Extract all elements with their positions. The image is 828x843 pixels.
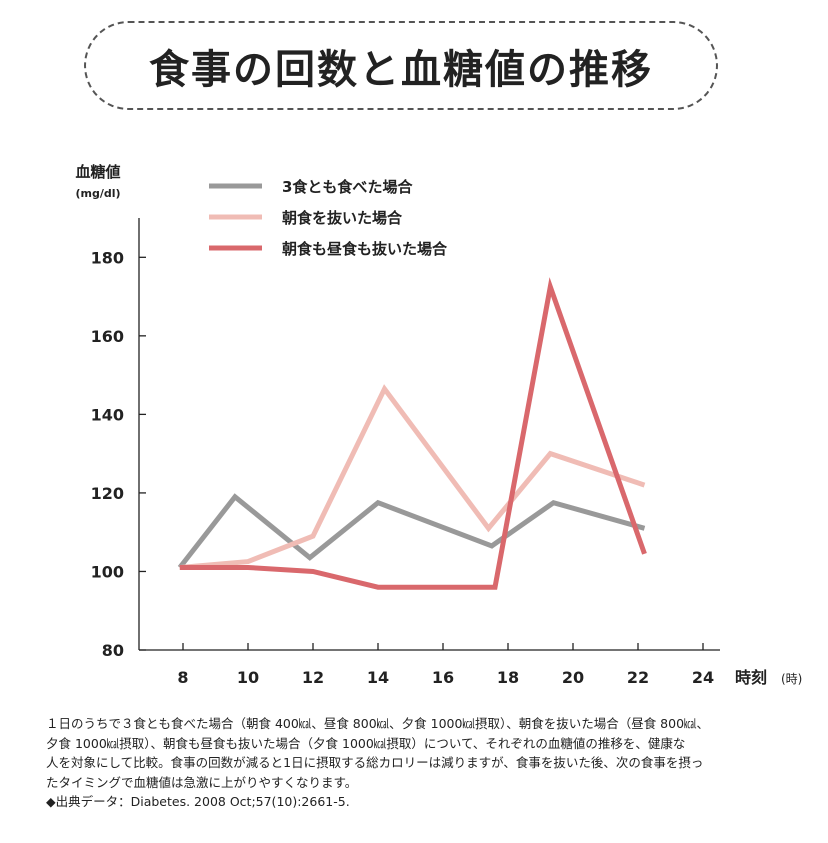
y-tick-label: 120 bbox=[91, 484, 124, 503]
caption-line: 人を対象にして比較。食事の回数が減ると1日に摂取する総カロリーは減りますが、食事… bbox=[46, 755, 704, 770]
x-axis-label: 時刻 bbox=[735, 668, 767, 687]
series-line bbox=[177, 493, 646, 570]
caption-line: たタイミングで血糖値は急激に上がりやすくなります。 bbox=[46, 774, 358, 790]
caption: １日のうちで３食とも食べた場合（朝食 400㎉、昼食 800㎉、夕食 1000㎉… bbox=[46, 714, 806, 812]
title-box: 食事の回数と血糖値の推移 bbox=[84, 21, 718, 110]
legend-label: 朝食を抜いた場合 bbox=[282, 209, 403, 227]
series-line bbox=[179, 277, 647, 590]
caption-line: 夕食 1000㎉摂取）、朝食も昼食も抜いた場合（夕食 1000㎉摂取）について、… bbox=[46, 735, 686, 751]
y-tick-label: 100 bbox=[91, 562, 124, 581]
chart-title: 食事の回数と血糖値の推移 bbox=[149, 45, 653, 93]
x-tick-label: 14 bbox=[367, 668, 389, 687]
x-tick-label: 20 bbox=[562, 668, 584, 687]
caption-source: ◆出典データ：Diabetes. 2008 Oct;57(10):2661-5. bbox=[46, 794, 350, 809]
x-tick-label: 24 bbox=[692, 668, 714, 687]
caption-line: １日のうちで３食とも食べた場合（朝食 400㎉、昼食 800㎉、夕食 1000㎉… bbox=[46, 716, 710, 731]
y-tick-label: 180 bbox=[91, 248, 124, 267]
y-axis-label: 血糖値 bbox=[75, 163, 120, 181]
y-axis-unit: (mg/dl) bbox=[75, 187, 120, 200]
legend-label: 朝食も昼食も抜いた場合 bbox=[282, 240, 448, 258]
y-tick-label: 160 bbox=[91, 327, 124, 346]
x-tick-label: 16 bbox=[432, 668, 454, 687]
x-tick-label: 8 bbox=[177, 668, 188, 687]
legend-label: 3食とも食べた場合 bbox=[282, 178, 413, 196]
x-tick-label: 10 bbox=[237, 668, 259, 687]
line-chart: 80 100 120 140 160 180 8 10 12 14 16 18 20 22 24 血糖値 (mg… bbox=[75, 163, 802, 687]
x-tick-label: 18 bbox=[497, 668, 519, 687]
x-axis-unit: (時) bbox=[781, 672, 802, 686]
y-tick-label: 80 bbox=[102, 641, 124, 660]
series-line bbox=[179, 384, 646, 570]
x-tick-label: 22 bbox=[627, 668, 649, 687]
y-tick-label: 140 bbox=[91, 405, 124, 424]
x-tick-label: 12 bbox=[302, 668, 324, 687]
